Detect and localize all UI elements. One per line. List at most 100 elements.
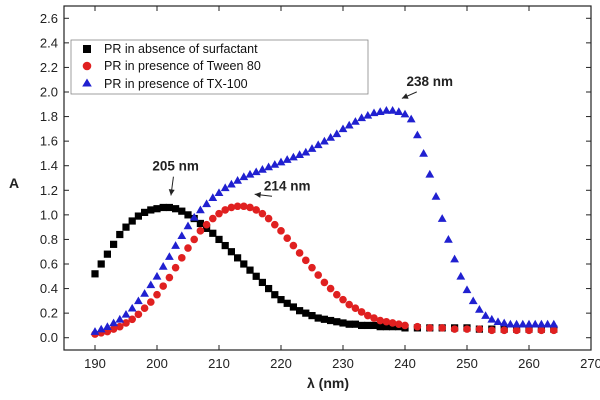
data-point: [153, 205, 161, 213]
data-point: [289, 303, 297, 311]
data-point: [363, 110, 373, 119]
data-point: [333, 290, 341, 299]
data-point: [537, 326, 546, 335]
data-point: [295, 249, 304, 257]
legend-marker-tx100: [82, 78, 92, 87]
y-tick-label: 1.2: [40, 183, 58, 198]
data-point: [159, 203, 167, 212]
data-point: [289, 241, 298, 250]
data-point: [215, 235, 223, 244]
data-point: [209, 214, 217, 223]
data-point: [320, 136, 329, 145]
x-axis-label: λ (nm): [307, 375, 349, 391]
data-point: [333, 318, 341, 326]
data-point: [172, 205, 180, 213]
data-point: [419, 149, 428, 157]
data-point: [177, 231, 187, 240]
data-point: [271, 291, 279, 299]
data-point: [283, 299, 291, 307]
data-point: [413, 130, 422, 139]
data-point: [364, 321, 372, 330]
data-point: [227, 203, 236, 212]
data-point: [382, 106, 391, 114]
data-point: [189, 212, 199, 221]
data-point: [115, 314, 125, 323]
data-point: [462, 285, 472, 294]
data-point: [90, 327, 100, 335]
data-point: [252, 206, 260, 214]
data-point: [221, 241, 229, 250]
data-point: [364, 311, 372, 320]
data-point: [234, 254, 242, 262]
data-point: [537, 319, 546, 328]
annotation-arrowhead: [168, 189, 175, 196]
data-point: [233, 176, 242, 184]
y-tick-label: 0.0: [40, 330, 58, 345]
data-point: [437, 214, 447, 222]
legend-label-tween80: PR in presence of Tween 80: [104, 59, 261, 73]
data-point: [270, 160, 280, 168]
data-point: [475, 325, 484, 333]
data-point: [308, 312, 316, 320]
data-point: [295, 150, 304, 158]
data-point: [487, 314, 497, 323]
y-tick-label: 0.4: [40, 281, 58, 296]
series-3: [90, 106, 559, 335]
data-point: [500, 326, 509, 335]
data-point: [339, 295, 347, 304]
y-tick-label: 0.6: [40, 257, 58, 272]
data-point: [96, 324, 106, 333]
data-point: [196, 227, 205, 235]
data-point: [283, 234, 292, 242]
data-point: [326, 284, 335, 293]
data-point: [159, 282, 167, 290]
data-point: [165, 203, 173, 212]
data-point: [388, 319, 397, 327]
data-point: [320, 315, 328, 323]
data-point: [450, 254, 459, 263]
data-point: [277, 227, 285, 235]
x-tick-label: 230: [332, 356, 354, 371]
peak-annotation: 205 nm: [152, 159, 199, 174]
data-point: [376, 316, 385, 325]
data-point: [382, 323, 390, 331]
data-point: [178, 207, 186, 215]
data-point: [276, 157, 286, 166]
plot-frame: [63, 5, 592, 351]
legend-box: [70, 39, 369, 95]
data-point: [252, 272, 260, 280]
data-point: [301, 147, 311, 156]
data-point: [116, 230, 124, 239]
data-point: [358, 321, 366, 330]
legend-marker-absence: [83, 45, 91, 53]
data-point: [282, 155, 292, 163]
data-point: [264, 162, 273, 171]
data-point: [426, 324, 434, 332]
x-tick-label: 190: [84, 356, 106, 371]
data-point: [220, 183, 230, 192]
data-point: [91, 270, 99, 278]
data-point: [208, 193, 218, 201]
data-point: [481, 311, 490, 319]
y-axis-label: A: [9, 175, 19, 191]
data-point: [165, 252, 174, 260]
data-point: [103, 322, 112, 330]
data-point: [227, 179, 236, 188]
x-tick-label: 200: [146, 356, 168, 371]
data-point: [165, 273, 174, 282]
data-point: [543, 319, 552, 328]
data-point: [251, 167, 261, 176]
data-point: [183, 221, 193, 230]
data-point: [178, 254, 186, 262]
data-point: [313, 140, 323, 149]
data-point: [258, 209, 267, 218]
data-point: [271, 220, 279, 229]
data-point: [202, 199, 211, 208]
data-point: [97, 260, 105, 268]
data-point: [184, 244, 192, 252]
data-point: [456, 271, 466, 280]
data-point: [240, 260, 248, 268]
data-point: [339, 319, 347, 327]
data-point: [512, 319, 521, 328]
